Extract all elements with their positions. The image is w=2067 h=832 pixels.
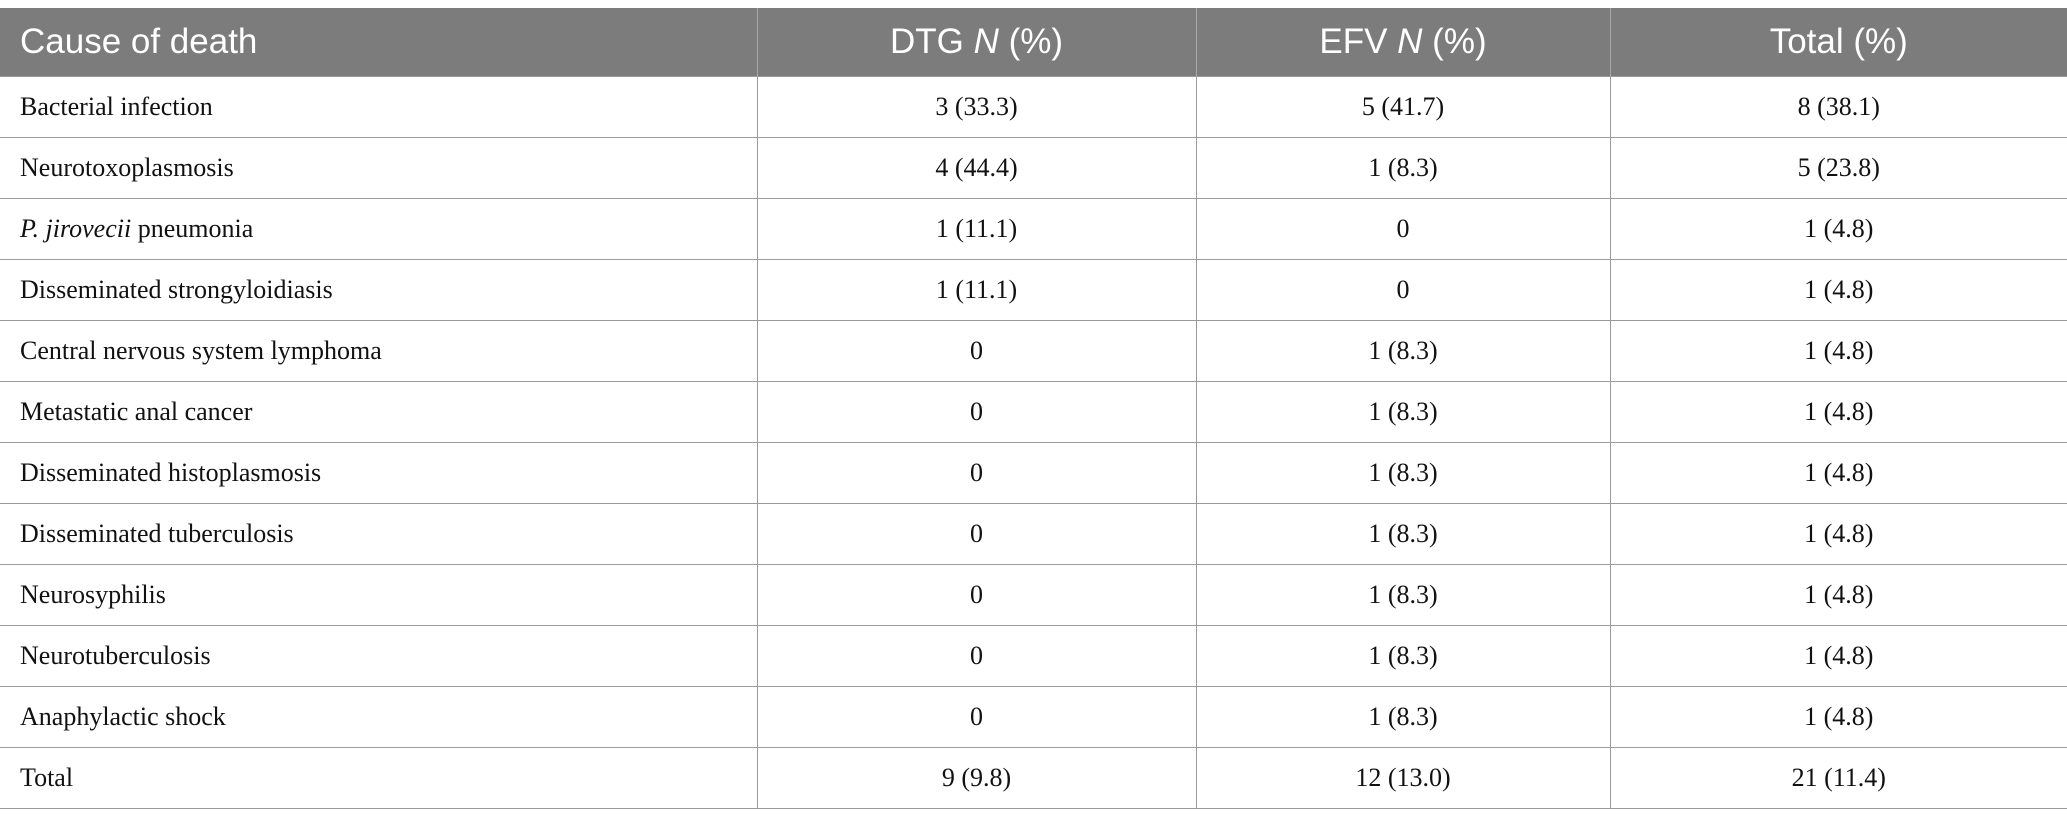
total-cell: 1 (4.8) (1610, 564, 2067, 626)
efv-cell: 0 (1196, 198, 1611, 260)
total-cell: 1 (4.8) (1610, 442, 2067, 504)
header-row: Cause of death DTG N (%) EFV N (%) Total… (0, 8, 2067, 77)
cause-text: Disseminated histoplasmosis (20, 458, 322, 487)
table-row-total: Total 9 (9.8) 12 (13.0) 21 (11.4) (0, 747, 2067, 809)
table-row: Neurotoxoplasmosis 4 (44.4) 1 (8.3) 5 (2… (0, 137, 2067, 199)
dtg-cell: 0 (757, 564, 1197, 626)
dtg-cell: 0 (757, 381, 1197, 443)
total-cell: 1 (4.8) (1610, 320, 2067, 382)
cause-text: Anaphylactic shock (20, 702, 226, 731)
header-text-suffix: (%) (1422, 22, 1487, 61)
table-row: Disseminated histoplasmosis 0 1 (8.3) 1 … (0, 442, 2067, 504)
cause-cell: Disseminated histoplasmosis (0, 442, 758, 504)
dtg-cell: 9 (9.8) (757, 747, 1197, 809)
table-row: P. jirovecii pneumonia 1 (11.1) 0 1 (4.8… (0, 198, 2067, 260)
total-cell: 1 (4.8) (1610, 625, 2067, 687)
cause-cell: P. jirovecii pneumonia (0, 198, 758, 260)
total-cell: 1 (4.8) (1610, 198, 2067, 260)
header-efv: EFV N (%) (1196, 8, 1611, 77)
cause-text: Total (20, 763, 74, 792)
header-text-italic: N (973, 22, 999, 61)
efv-cell: 1 (8.3) (1196, 137, 1611, 199)
cause-text: Neurotoxoplasmosis (20, 153, 234, 182)
total-cell: 1 (4.8) (1610, 259, 2067, 321)
dtg-cell: 0 (757, 503, 1197, 565)
dtg-cell: 0 (757, 320, 1197, 382)
header-total: Total (%) (1610, 8, 2067, 77)
cause-text: Metastatic anal cancer (20, 397, 253, 426)
efv-cell: 1 (8.3) (1196, 564, 1611, 626)
dtg-cell: 0 (757, 625, 1197, 687)
cause-cell: Neurotuberculosis (0, 625, 758, 687)
cause-cell: Total (0, 747, 758, 809)
table-row: Anaphylactic shock 0 1 (8.3) 1 (4.8) (0, 686, 2067, 748)
cause-text: Disseminated tuberculosis (20, 519, 294, 548)
total-cell: 1 (4.8) (1610, 503, 2067, 565)
efv-cell: 1 (8.3) (1196, 320, 1611, 382)
header-text: EFV (1319, 22, 1398, 61)
cause-text: Central nervous system lymphoma (20, 336, 382, 365)
efv-cell: 1 (8.3) (1196, 503, 1611, 565)
header-text: DTG (889, 22, 974, 61)
table-row: Neurotuberculosis 0 1 (8.3) 1 (4.8) (0, 625, 2067, 687)
header-text: Total (%) (1769, 22, 1908, 61)
cause-cell: Metastatic anal cancer (0, 381, 758, 443)
cause-cell: Central nervous system lymphoma (0, 320, 758, 382)
dtg-cell: 3 (33.3) (757, 76, 1197, 138)
dtg-cell: 4 (44.4) (757, 137, 1197, 199)
total-cell: 21 (11.4) (1610, 747, 2067, 809)
efv-cell: 0 (1196, 259, 1611, 321)
dtg-cell: 1 (11.1) (757, 198, 1197, 260)
table-container: Cause of death DTG N (%) EFV N (%) Total… (0, 8, 2067, 809)
cause-text: Neurotuberculosis (20, 641, 211, 670)
efv-cell: 5 (41.7) (1196, 76, 1611, 138)
cause-text: Disseminated strongyloidiasis (20, 275, 333, 304)
table-row: Metastatic anal cancer 0 1 (8.3) 1 (4.8) (0, 381, 2067, 443)
dtg-cell: 0 (757, 686, 1197, 748)
table-body: Bacterial infection 3 (33.3) 5 (41.7) 8 … (0, 76, 2067, 809)
cause-italic: P. jirovecii (20, 214, 132, 243)
efv-cell: 1 (8.3) (1196, 381, 1611, 443)
cause-text: pneumonia (131, 214, 254, 243)
cause-cell: Disseminated strongyloidiasis (0, 259, 758, 321)
efv-cell: 1 (8.3) (1196, 625, 1611, 687)
efv-cell: 1 (8.3) (1196, 442, 1611, 504)
cause-cell: Anaphylactic shock (0, 686, 758, 748)
cause-text: Neurosyphilis (20, 580, 166, 609)
dtg-cell: 1 (11.1) (757, 259, 1197, 321)
causes-of-death-table: Cause of death DTG N (%) EFV N (%) Total… (0, 8, 2067, 809)
header-text: Cause of death (20, 22, 258, 61)
total-cell: 8 (38.1) (1610, 76, 2067, 138)
total-cell: 1 (4.8) (1610, 381, 2067, 443)
efv-cell: 1 (8.3) (1196, 686, 1611, 748)
efv-cell: 12 (13.0) (1196, 747, 1611, 809)
cause-cell: Disseminated tuberculosis (0, 503, 758, 565)
table-header: Cause of death DTG N (%) EFV N (%) Total… (0, 8, 2067, 77)
cause-cell: Neurosyphilis (0, 564, 758, 626)
table-row: Neurosyphilis 0 1 (8.3) 1 (4.8) (0, 564, 2067, 626)
table-row: Disseminated tuberculosis 0 1 (8.3) 1 (4… (0, 503, 2067, 565)
table-row: Central nervous system lymphoma 0 1 (8.3… (0, 320, 2067, 382)
header-cause-of-death: Cause of death (0, 8, 758, 77)
total-cell: 5 (23.8) (1610, 137, 2067, 199)
table-row: Disseminated strongyloidiasis 1 (11.1) 0… (0, 259, 2067, 321)
total-cell: 1 (4.8) (1610, 686, 2067, 748)
header-text-italic: N (1397, 22, 1423, 61)
cause-cell: Neurotoxoplasmosis (0, 137, 758, 199)
header-dtg: DTG N (%) (757, 8, 1197, 77)
cause-cell: Bacterial infection (0, 76, 758, 138)
dtg-cell: 0 (757, 442, 1197, 504)
header-text-suffix: (%) (998, 22, 1064, 61)
cause-text: Bacterial infection (20, 92, 213, 121)
table-row: Bacterial infection 3 (33.3) 5 (41.7) 8 … (0, 76, 2067, 138)
